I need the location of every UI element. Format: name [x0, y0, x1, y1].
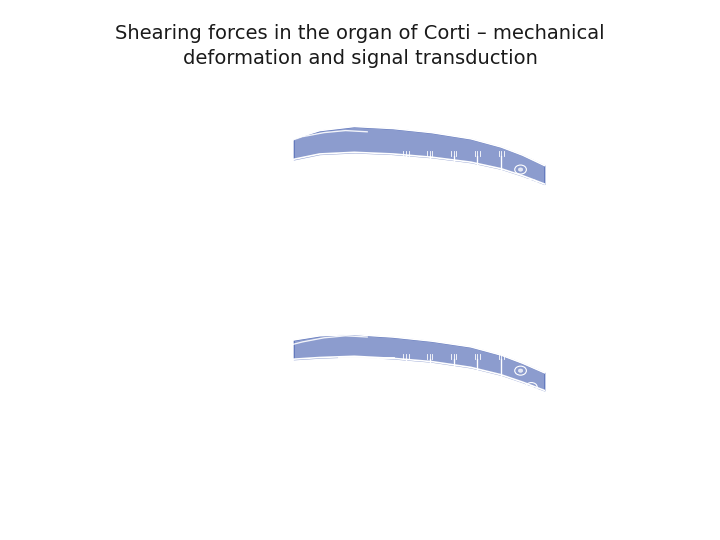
Ellipse shape — [233, 145, 238, 149]
Ellipse shape — [255, 149, 259, 153]
Ellipse shape — [214, 149, 218, 153]
Text: Basilar membrane: Basilar membrane — [335, 284, 443, 294]
Ellipse shape — [194, 252, 199, 255]
Text: Shearing forces in the organ of Corti – mechanical
deformation and signal transd: Shearing forces in the organ of Corti – … — [115, 24, 605, 68]
Point — [180, 496, 192, 504]
Ellipse shape — [542, 246, 546, 249]
Ellipse shape — [179, 377, 184, 381]
Ellipse shape — [181, 443, 186, 447]
Ellipse shape — [181, 240, 186, 243]
Point — [167, 491, 179, 500]
Point — [193, 287, 204, 296]
Point — [171, 495, 183, 503]
Ellipse shape — [313, 254, 318, 258]
Ellipse shape — [529, 182, 534, 186]
Ellipse shape — [194, 159, 199, 163]
Ellipse shape — [542, 449, 546, 453]
Ellipse shape — [531, 434, 536, 437]
Ellipse shape — [302, 244, 307, 247]
Ellipse shape — [285, 377, 289, 381]
Text: A: A — [159, 113, 170, 127]
Ellipse shape — [173, 197, 177, 200]
Ellipse shape — [404, 420, 408, 428]
Ellipse shape — [179, 174, 184, 178]
Ellipse shape — [521, 417, 525, 421]
Point — [193, 492, 204, 501]
Text: Deflection: Deflection — [539, 470, 595, 480]
Ellipse shape — [255, 353, 259, 356]
Ellipse shape — [542, 401, 546, 404]
Text: B: B — [159, 316, 170, 330]
Ellipse shape — [348, 202, 352, 211]
Ellipse shape — [542, 199, 546, 202]
Ellipse shape — [194, 455, 199, 458]
Point — [184, 498, 196, 507]
Point — [180, 291, 192, 299]
Ellipse shape — [231, 465, 235, 469]
Ellipse shape — [272, 159, 276, 163]
Ellipse shape — [529, 386, 534, 389]
Ellipse shape — [231, 262, 235, 266]
Ellipse shape — [292, 433, 296, 436]
Ellipse shape — [175, 219, 179, 222]
Ellipse shape — [251, 461, 255, 465]
Point — [197, 291, 209, 299]
Ellipse shape — [233, 348, 238, 352]
Ellipse shape — [499, 219, 503, 227]
Ellipse shape — [451, 219, 456, 227]
Text: Tectorial membrane: Tectorial membrane — [343, 108, 461, 118]
Point — [197, 496, 209, 504]
Ellipse shape — [272, 363, 276, 366]
Ellipse shape — [428, 420, 432, 428]
Ellipse shape — [531, 232, 536, 235]
Ellipse shape — [313, 457, 318, 461]
Ellipse shape — [475, 219, 480, 227]
Ellipse shape — [214, 353, 218, 356]
Ellipse shape — [475, 420, 480, 428]
Point — [184, 293, 196, 302]
Ellipse shape — [173, 400, 177, 403]
Ellipse shape — [518, 369, 523, 373]
Ellipse shape — [251, 258, 255, 262]
Text: Hair cells: Hair cells — [346, 501, 397, 511]
Point — [171, 289, 183, 298]
Ellipse shape — [404, 219, 408, 227]
Ellipse shape — [212, 463, 216, 467]
Ellipse shape — [266, 250, 270, 253]
Ellipse shape — [521, 215, 525, 219]
Ellipse shape — [428, 219, 432, 227]
Ellipse shape — [451, 420, 456, 428]
Point — [167, 286, 179, 295]
Ellipse shape — [285, 174, 289, 178]
Ellipse shape — [518, 168, 523, 171]
Ellipse shape — [212, 260, 216, 264]
Ellipse shape — [348, 406, 353, 414]
Ellipse shape — [175, 422, 179, 426]
Ellipse shape — [302, 446, 307, 450]
Ellipse shape — [194, 363, 199, 366]
Ellipse shape — [266, 453, 270, 457]
Ellipse shape — [292, 230, 296, 233]
Ellipse shape — [499, 420, 503, 428]
